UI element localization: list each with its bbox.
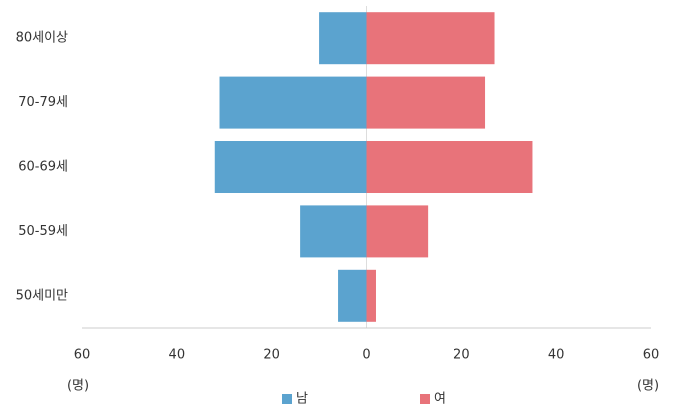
- legend-label: 남: [296, 392, 308, 406]
- bar: [366, 205, 429, 258]
- bar: [214, 141, 367, 193]
- x-tick-label: 0: [362, 348, 370, 363]
- bar: [338, 269, 367, 322]
- legend-label: 여: [434, 392, 446, 406]
- bar: [366, 141, 533, 193]
- x-tick-label: 60: [643, 348, 660, 363]
- x-tick-label: 20: [453, 348, 470, 363]
- bar: [366, 76, 486, 129]
- x-tick-label: 40: [169, 348, 186, 363]
- x-axis-label-right: (명): [637, 379, 659, 394]
- bar: [366, 12, 495, 65]
- legend-swatch: [420, 394, 430, 404]
- bar: [300, 205, 367, 258]
- bar: [219, 76, 367, 129]
- y-tick-label: 70-79세: [18, 95, 68, 110]
- x-tick-label: 60: [74, 348, 91, 363]
- y-tick-label: 60-69세: [18, 160, 68, 175]
- x-tick-label: 20: [263, 348, 280, 363]
- bar: [319, 12, 367, 65]
- y-tick-label: 50세미만: [16, 288, 68, 303]
- x-axis-label-left: (명): [67, 379, 89, 394]
- bar: [366, 269, 376, 322]
- y-tick-label: 80세이상: [16, 31, 68, 46]
- legend-swatch: [282, 394, 292, 404]
- x-tick-label: 40: [548, 348, 565, 363]
- y-tick-label: 50-59세: [18, 224, 68, 239]
